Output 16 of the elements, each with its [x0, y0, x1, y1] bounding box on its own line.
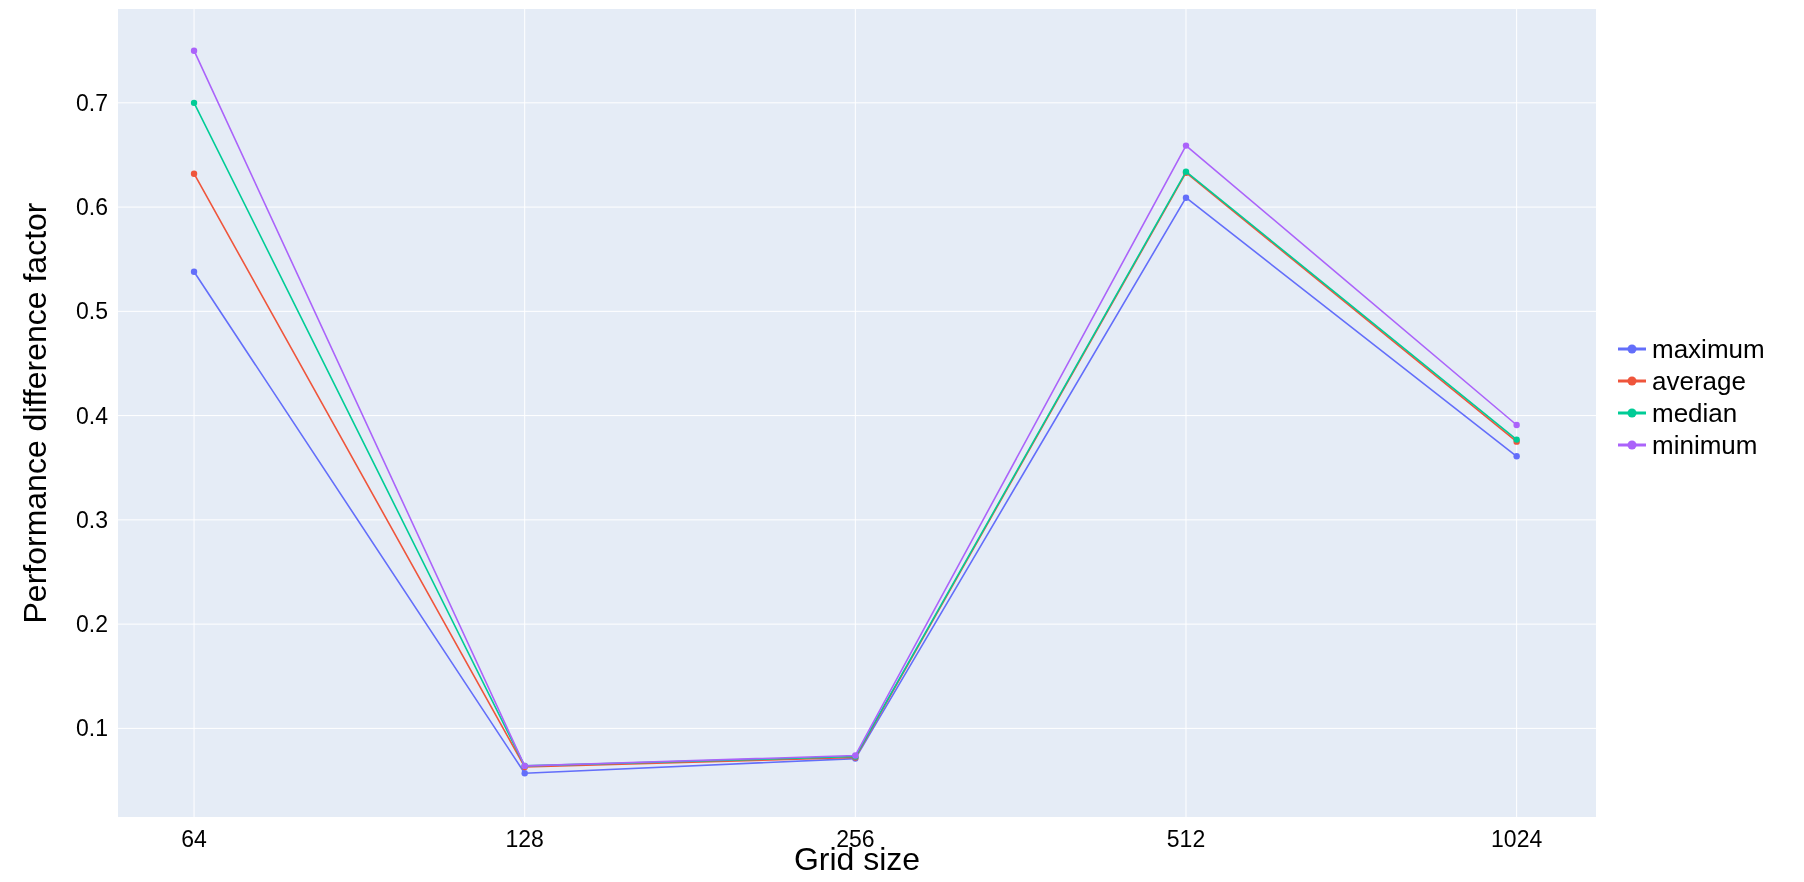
- y-tick-label: 0.1: [76, 715, 108, 742]
- legend-label: minimum: [1652, 430, 1758, 461]
- y-tick-label: 0.4: [76, 402, 109, 429]
- y-tick-label: 0.3: [76, 506, 108, 533]
- legend-label: median: [1652, 398, 1738, 429]
- y-tick-label: 0.5: [76, 298, 108, 325]
- legend-label: average: [1652, 366, 1746, 397]
- x-tick-label: 512: [1166, 826, 1206, 852]
- y-tick-label: 0.2: [76, 611, 108, 638]
- legend-label: maximum: [1652, 334, 1765, 365]
- x-tick-label: 128: [505, 826, 544, 852]
- y-axis-title: Performance difference factor: [17, 202, 53, 624]
- y-tick-label: 0.7: [76, 89, 108, 116]
- x-tick-label: 1024: [1491, 826, 1543, 852]
- y-tick-label: 0.6: [76, 194, 108, 221]
- x-tick-label: 64: [181, 826, 208, 852]
